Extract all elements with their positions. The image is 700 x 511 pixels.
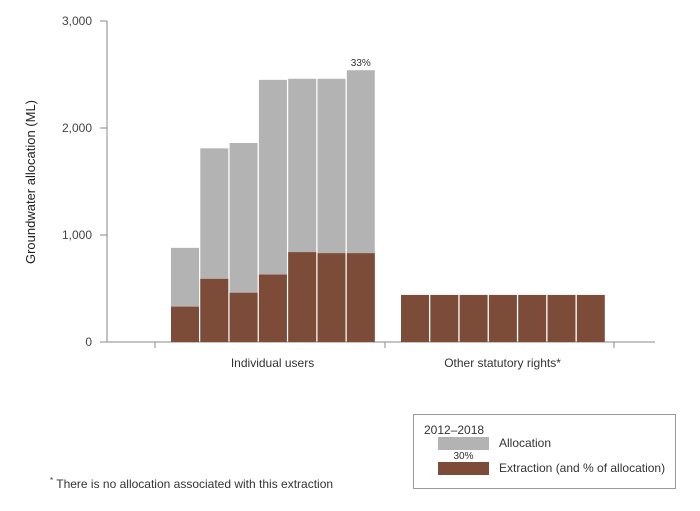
bar-extraction (576, 294, 605, 342)
bar-extraction (346, 253, 375, 342)
bar-extraction (430, 294, 459, 342)
legend-label-allocation: Allocation (499, 436, 552, 450)
bar-extraction (459, 294, 488, 342)
bar-extraction (288, 252, 317, 342)
bar-extraction (171, 306, 199, 342)
legend-swatch-extraction (438, 462, 489, 475)
bar-extraction (488, 294, 517, 342)
bar-extraction (317, 253, 346, 342)
y-tick-label: 2,000 (62, 121, 92, 135)
y-tick-label: 1,000 (62, 228, 92, 242)
legend-example-percent: 30% (453, 451, 474, 462)
legend-label-extraction: Extraction (and % of allocation) (499, 461, 666, 475)
bar-extraction (200, 278, 229, 342)
bar-extraction (547, 294, 576, 342)
bar-extraction (229, 292, 258, 342)
y-tick-label: 0 (85, 335, 92, 349)
bar-extraction (258, 274, 287, 342)
bar-extraction (401, 294, 429, 342)
y-axis-label: Groundwater allocation (ML) (23, 100, 38, 264)
legend-swatch-allocation (438, 437, 489, 450)
bar-extraction (518, 294, 547, 342)
category-label: Individual users (231, 356, 314, 370)
footnote-text: There is no allocation associated with t… (56, 477, 334, 491)
legend: 2012–2018 Allocation 30% Extraction (and… (413, 414, 676, 489)
legend-title: 2012–2018 (424, 423, 485, 437)
footnote-marker: * (50, 476, 54, 485)
data-label: 33% (351, 58, 371, 69)
footnote: * There is no allocation associated with… (50, 476, 333, 491)
chart-plot: 0 1,000 2,000 3,000 Groundwater allocation (… (23, 14, 655, 370)
y-tick-label: 3,000 (62, 14, 92, 28)
category-label: Other statutory rights* (444, 356, 561, 370)
